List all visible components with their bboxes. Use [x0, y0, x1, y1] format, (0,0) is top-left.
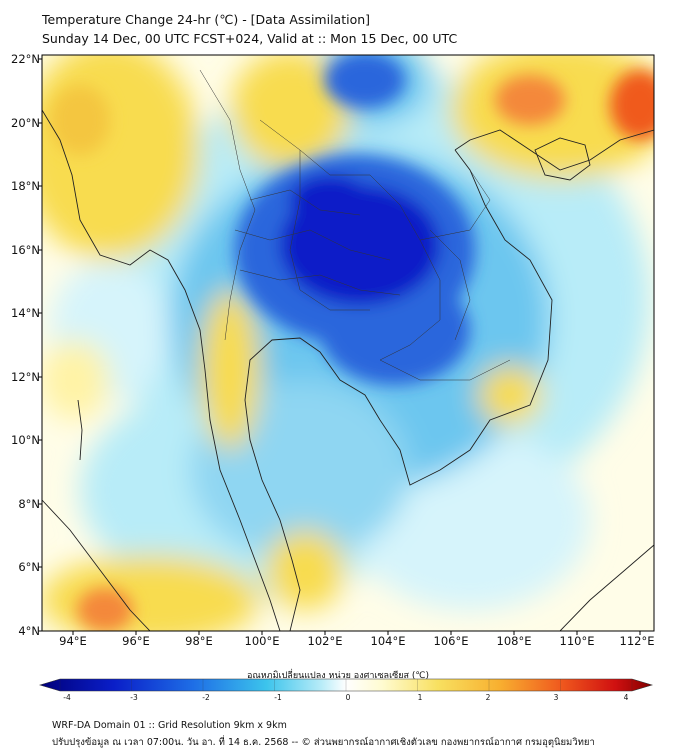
lat-label: 14°N — [11, 306, 40, 320]
colorbar-tick: 0 — [345, 693, 351, 702]
lat-label: 12°N — [11, 370, 40, 384]
colorbar-title: อุณหภูมิเปลี่ยนแปลง หน่วย องศาเซลเซียส (… — [246, 671, 430, 681]
lat-label: 10°N — [11, 433, 40, 447]
temperature-field — [42, 55, 654, 631]
lon-label: 100°E — [244, 634, 280, 648]
colorbar-tick: 2 — [485, 693, 491, 702]
lat-label: 16°N — [11, 243, 40, 257]
lon-label: 96°E — [122, 634, 150, 648]
map-frame — [41, 54, 655, 632]
colorbar-tick: -2 — [202, 693, 210, 702]
footer-credit: ปรับปรุงข้อมูล ณ เวลา 07:00น. วัน อา. ที… — [52, 737, 595, 748]
temperature-map — [38, 54, 655, 635]
footer-model-info: WRF-DA Domain 01 :: Grid Resolution 9km … — [52, 720, 287, 731]
colorbar-tick: -4 — [63, 693, 71, 702]
admin-borders — [199, 69, 511, 381]
colorbar-tick: -3 — [130, 693, 138, 702]
lon-label: 106°E — [433, 634, 469, 648]
lat-label: 20°N — [11, 116, 40, 130]
lat-label: 22°N — [11, 52, 40, 66]
lat-label: 4°N — [18, 624, 40, 638]
lat-label: 8°N — [18, 497, 40, 511]
colorbar-tick: 3 — [553, 693, 559, 702]
colorbar-tick: -1 — [274, 693, 282, 702]
lon-label: 102°E — [307, 634, 343, 648]
coastlines — [42, 109, 654, 631]
axis-ticks — [38, 58, 641, 635]
lon-label: 112°E — [619, 634, 655, 648]
lon-label: 108°E — [496, 634, 532, 648]
colorbar — [38, 678, 654, 692]
lat-label: 6°N — [18, 560, 40, 574]
map-title: Temperature Change 24-hr (℃) - [Data Ass… — [42, 12, 371, 27]
lat-label: 18°N — [11, 179, 40, 193]
colorbar-tick: 1 — [417, 693, 423, 702]
lon-label: 110°E — [559, 634, 595, 648]
lon-label: 98°E — [185, 634, 213, 648]
colorbar-tick: 4 — [623, 693, 629, 702]
lon-label: 104°E — [370, 634, 406, 648]
lon-label: 94°E — [59, 634, 87, 648]
map-subtitle: Sunday 14 Dec, 00 UTC FCST+024, Valid at… — [42, 31, 458, 46]
